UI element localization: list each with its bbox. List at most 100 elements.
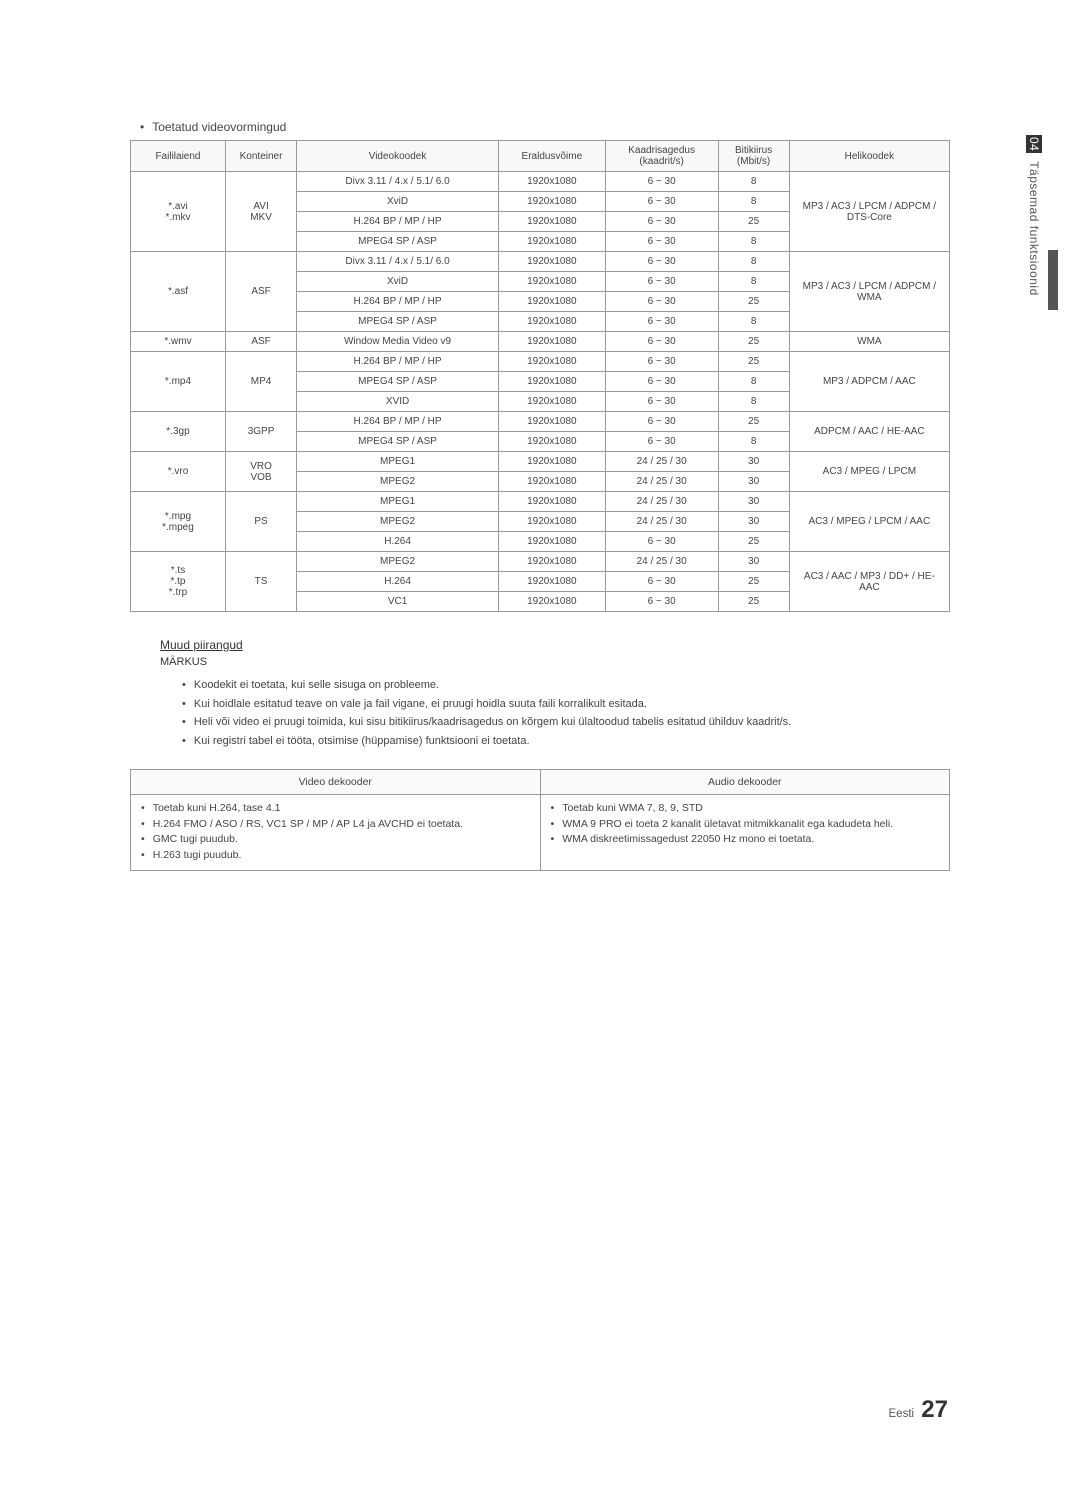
note-item: Kui hoidlale esitatud teave on vale ja f…	[182, 695, 950, 714]
decoder-audio-list: Toetab kuni WMA 7, 8, 9, STDWMA 9 PRO ei…	[551, 801, 940, 848]
cell-codec: MPEG4 SP / ASP	[297, 312, 499, 332]
cell-codec: XviD	[297, 272, 499, 292]
note-item: Koodekit ei toetata, kui selle sisuga on…	[182, 676, 950, 695]
cell-bit: 8	[718, 272, 789, 292]
cell-res: 1920x1080	[498, 352, 605, 372]
cell-audio: MP3 / AC3 / LPCM / ADPCM / WMA	[789, 252, 949, 332]
cell-codec: Window Media Video v9	[297, 332, 499, 352]
cell-codec: XviD	[297, 192, 499, 212]
cell-bit: 25	[718, 412, 789, 432]
cell-res: 1920x1080	[498, 472, 605, 492]
cell-container: MP4	[225, 352, 296, 412]
cell-bit: 8	[718, 392, 789, 412]
decoder-video-item: Toetab kuni H.264, tase 4.1	[141, 801, 530, 817]
cell-fps: 6 ~ 30	[605, 412, 718, 432]
cell-container: 3GPP	[225, 412, 296, 452]
cell-codec: MPEG4 SP / ASP	[297, 232, 499, 252]
cell-bit: 25	[718, 592, 789, 612]
cell-res: 1920x1080	[498, 172, 605, 192]
cell-res: 1920x1080	[498, 432, 605, 452]
page-footer: Eesti 27	[889, 1396, 948, 1424]
cell-res: 1920x1080	[498, 412, 605, 432]
header-bitrate: Bitikiirus (Mbit/s)	[718, 141, 789, 172]
cell-container: ASF	[225, 252, 296, 332]
cell-codec: H.264 BP / MP / HP	[297, 412, 499, 432]
decoder-content-row: Toetab kuni H.264, tase 4.1H.264 FMO / A…	[131, 794, 950, 870]
cell-ext: *.avi *.mkv	[131, 172, 226, 252]
cell-res: 1920x1080	[498, 492, 605, 512]
cell-ext: *.mpg *.mpeg	[131, 492, 226, 552]
cell-fps: 6 ~ 30	[605, 592, 718, 612]
cell-fps: 24 / 25 / 30	[605, 552, 718, 572]
table-row: *.avi *.mkvAVI MKVDivx 3.11 / 4.x / 5.1/…	[131, 172, 950, 192]
header-ext: Faililaiend	[131, 141, 226, 172]
cell-fps: 6 ~ 30	[605, 572, 718, 592]
cell-codec: Divx 3.11 / 4.x / 5.1/ 6.0	[297, 252, 499, 272]
decoder-header-row: Video dekooder Audio dekooder	[131, 769, 950, 794]
cell-audio: AC3 / AAC / MP3 / DD+ / HE-AAC	[789, 552, 949, 612]
cell-fps: 24 / 25 / 30	[605, 492, 718, 512]
cell-res: 1920x1080	[498, 292, 605, 312]
cell-fps: 6 ~ 30	[605, 352, 718, 372]
header-fps: Kaadrisagedus (kaadrit/s)	[605, 141, 718, 172]
cell-container: ASF	[225, 332, 296, 352]
cell-bit: 25	[718, 292, 789, 312]
cell-codec: MPEG2	[297, 552, 499, 572]
cell-res: 1920x1080	[498, 272, 605, 292]
cell-container: TS	[225, 552, 296, 612]
decoder-audio-header: Audio dekooder	[540, 769, 950, 794]
header-resolution: Eraldusvõime	[498, 141, 605, 172]
cell-fps: 6 ~ 30	[605, 172, 718, 192]
header-container: Konteiner	[225, 141, 296, 172]
cell-res: 1920x1080	[498, 212, 605, 232]
table-row: *.wmvASFWindow Media Video v91920x10806 …	[131, 332, 950, 352]
cell-fps: 6 ~ 30	[605, 252, 718, 272]
side-index-bar	[1048, 250, 1058, 310]
cell-bit: 30	[718, 552, 789, 572]
notes-subtitle: MÄRKUS	[160, 656, 950, 668]
cell-res: 1920x1080	[498, 572, 605, 592]
cell-bit: 8	[718, 172, 789, 192]
chapter-title: Täpsemad funktsioonid	[1027, 161, 1041, 296]
table-row: *.vroVRO VOBMPEG11920x108024 / 25 / 3030…	[131, 452, 950, 472]
cell-codec: MPEG4 SP / ASP	[297, 432, 499, 452]
header-audio: Helikoodek	[789, 141, 949, 172]
cell-ext: *.ts *.tp *.trp	[131, 552, 226, 612]
cell-fps: 6 ~ 30	[605, 292, 718, 312]
formats-table: Faililaiend Konteiner Videokoodek Eraldu…	[130, 140, 950, 612]
note-item: Heli või video ei pruugi toimida, kui si…	[182, 713, 950, 732]
side-tab: 04 Täpsemad funktsioonid	[1026, 135, 1042, 296]
cell-ext: *.3gp	[131, 412, 226, 452]
cell-fps: 24 / 25 / 30	[605, 472, 718, 492]
cell-codec: H.264 BP / MP / HP	[297, 352, 499, 372]
cell-ext: *.asf	[131, 252, 226, 332]
cell-audio: MP3 / AC3 / LPCM / ADPCM / DTS-Core	[789, 172, 949, 252]
cell-bit: 30	[718, 492, 789, 512]
footer-language: Eesti	[889, 1408, 915, 1420]
cell-bit: 8	[718, 312, 789, 332]
table-header-row: Faililaiend Konteiner Videokoodek Eraldu…	[131, 141, 950, 172]
cell-audio: WMA	[789, 332, 949, 352]
cell-codec: H.264 BP / MP / HP	[297, 212, 499, 232]
cell-fps: 6 ~ 30	[605, 272, 718, 292]
decoder-video-header: Video dekooder	[131, 769, 541, 794]
table-row: *.mpg *.mpegPSMPEG11920x108024 / 25 / 30…	[131, 492, 950, 512]
decoder-audio-item: Toetab kuni WMA 7, 8, 9, STD	[551, 801, 940, 817]
cell-fps: 6 ~ 30	[605, 312, 718, 332]
cell-bit: 25	[718, 212, 789, 232]
cell-fps: 6 ~ 30	[605, 392, 718, 412]
decoder-audio-item: WMA diskreetimissagedust 22050 Hz mono e…	[551, 832, 940, 848]
cell-res: 1920x1080	[498, 392, 605, 412]
notes-section: Muud piirangud MÄRKUS Koodekit ei toetat…	[130, 638, 950, 751]
cell-res: 1920x1080	[498, 332, 605, 352]
cell-fps: 24 / 25 / 30	[605, 512, 718, 532]
cell-container: PS	[225, 492, 296, 552]
cell-ext: *.vro	[131, 452, 226, 492]
cell-fps: 6 ~ 30	[605, 332, 718, 352]
cell-bit: 8	[718, 432, 789, 452]
cell-res: 1920x1080	[498, 192, 605, 212]
cell-bit: 25	[718, 532, 789, 552]
cell-ext: *.mp4	[131, 352, 226, 412]
cell-audio: AC3 / MPEG / LPCM / AAC	[789, 492, 949, 552]
table-row: *.ts *.tp *.trpTSMPEG21920x108024 / 25 /…	[131, 552, 950, 572]
